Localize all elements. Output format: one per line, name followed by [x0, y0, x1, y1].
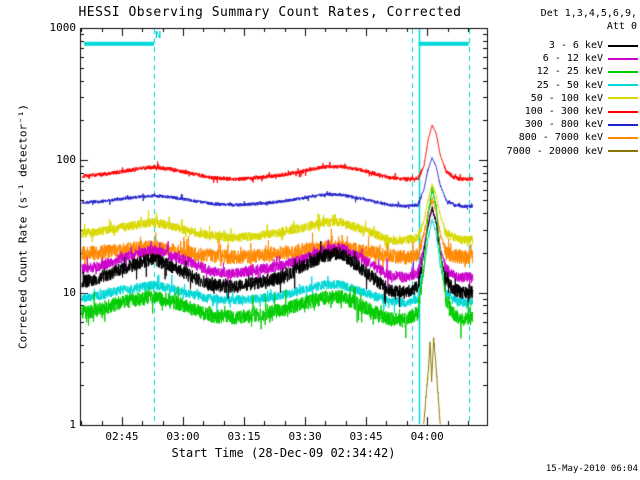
y-tick-label: 1000 [49, 21, 77, 34]
legend-swatch [608, 110, 638, 113]
legend-header-detectors: Det 1,3,4,5,6,9, [540, 8, 637, 19]
creation-timestamp: 15-May-2010 06:04 [545, 464, 638, 474]
y-tick-label: 1 [69, 418, 76, 431]
y-tick-label: 10 [62, 285, 76, 299]
legend: 3 - 6 keV 6 - 12 keV 12 - 25 keV 25 - 50 ke… [507, 39, 638, 158]
legend-swatch [608, 136, 638, 139]
legend-swatch [608, 123, 638, 126]
legend-entry: 6 - 12 keV [507, 52, 638, 65]
legend-entry: 12 - 25 keV [507, 65, 638, 78]
legend-entry-label: 25 - 50 keV [536, 79, 603, 91]
legend-swatch [608, 150, 638, 153]
legend-entry: 50 - 100 keV [507, 92, 638, 105]
legend-swatch [608, 84, 638, 87]
legend-entry: 7000 - 20000 keV [507, 145, 638, 158]
y-tick-label: 100 [56, 153, 76, 167]
legend-swatch [608, 97, 638, 100]
x-axis-label: Start Time (28-Dec-09 02:34:42) [171, 446, 396, 460]
legend-entry-label: 3 - 6 keV [548, 40, 603, 52]
x-tick-label: 03:15 [227, 430, 261, 443]
legend-entry-label: 7000 - 20000 keV [506, 145, 603, 157]
x-tick-label: 03:00 [166, 430, 200, 443]
chart-title: HESSI Observing Summary Count Rates, Cor… [78, 5, 462, 20]
x-tick-label: 02:45 [105, 430, 139, 443]
y-axis-label: Corrected Count Rate (s⁻¹ detector⁻¹) [16, 103, 30, 350]
legend-entry-label: 50 - 100 keV [530, 92, 603, 104]
legend-entry: 25 - 50 keV [507, 79, 638, 92]
legend-swatch [608, 44, 638, 47]
x-tick-label: 03:30 [288, 430, 322, 443]
night-flag-label: N [155, 29, 162, 41]
legend-entry: 100 - 300 keV [507, 105, 638, 118]
legend-entry: 300 - 800 keV [507, 118, 638, 131]
x-tick-label: 04:00 [410, 430, 444, 443]
legend-swatch [608, 70, 638, 73]
legend-entry-label: 100 - 300 keV [524, 106, 603, 118]
legend-entry-label: 12 - 25 keV [536, 66, 603, 78]
legend-entry-label: 300 - 800 keV [524, 119, 603, 131]
legend-entry: 3 - 6 keV [507, 39, 638, 52]
legend-entry-label: 800 - 7000 keV [518, 132, 603, 144]
x-tick-label: 03:45 [349, 430, 383, 443]
legend-entry-label: 6 - 12 keV [542, 53, 603, 65]
legend-header-attenuator: Att 0 [606, 21, 637, 32]
legend-swatch [608, 57, 638, 60]
legend-entry: 800 - 7000 keV [507, 131, 638, 144]
